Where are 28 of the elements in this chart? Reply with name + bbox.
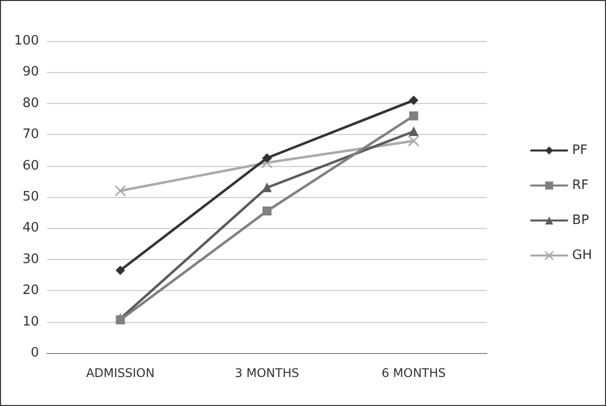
y-tick-label: 50: [22, 190, 39, 204]
y-tick-label: 80: [22, 96, 39, 111]
legend-label: BP: [572, 213, 590, 228]
point: [116, 266, 125, 275]
x-tick-label: 3 MONTHS: [234, 366, 300, 380]
point: [114, 185, 126, 197]
legend-label: GH: [572, 248, 592, 263]
y-tick-label: 70: [22, 127, 39, 142]
point: [409, 111, 418, 120]
x-tick-label: ADMISSION: [86, 366, 155, 380]
y-tick-label: 10: [22, 314, 39, 330]
point: [262, 206, 272, 216]
y-tick-label: 60: [22, 158, 39, 174]
point: [409, 96, 418, 105]
x-tick-label: 6 MONTHS: [382, 366, 446, 380]
point: [409, 126, 418, 136]
y-tick-label: 20: [22, 283, 39, 298]
y-tick-label: 90: [22, 64, 39, 80]
point: [262, 154, 272, 162]
point: [262, 183, 272, 192]
y-tick-label: 40: [22, 220, 39, 236]
point: [261, 156, 273, 168]
y-tick-label: 0: [30, 346, 39, 360]
y-tick-label: 100: [14, 34, 39, 48]
point: [408, 135, 420, 147]
y-tick-label: 30: [22, 252, 39, 267]
legend-label: RF: [572, 178, 589, 193]
legend-label: PF: [572, 143, 588, 158]
